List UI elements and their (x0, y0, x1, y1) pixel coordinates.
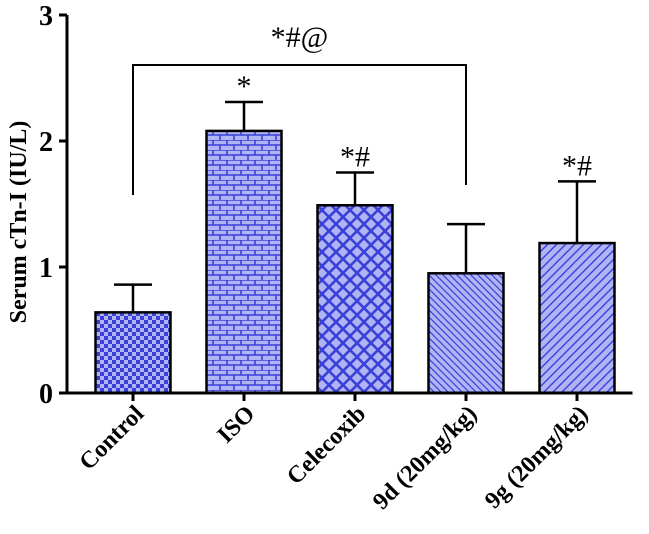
y-tick-label-1: 1 (39, 253, 53, 284)
significance-label-9g-20mg-kg: *# (562, 149, 592, 182)
bar-iso (205, 129, 283, 395)
significance-label-iso: * (237, 70, 252, 103)
x-tick-label-9d-20mg-kg: 9d (20mg/kg) (368, 401, 482, 515)
bar-9g-20mg-kg (538, 241, 616, 395)
bar-celecoxib (316, 204, 394, 395)
x-tick-label-iso: ISO (213, 401, 261, 449)
bar-9d-20mg-kg (427, 272, 505, 395)
y-tick-label-0: 0 (39, 379, 53, 410)
bracket-label: *#@ (271, 21, 329, 54)
bar-series: * *# *# (94, 70, 616, 395)
y-axis-title: Serum cTn-I (IU/L) (6, 121, 32, 324)
y-tick-label-2: 2 (39, 127, 53, 158)
y-axis: 0 1 2 3 (39, 1, 69, 410)
significance-bracket: *#@ (132, 21, 467, 195)
x-tick-label-control: Control (75, 401, 150, 476)
x-tick-label-9g-20mg-kg: 9g (20mg/kg) (480, 401, 593, 514)
significance-label-celecoxib: *# (340, 141, 370, 174)
bar-control (94, 311, 172, 395)
bracket-line (132, 64, 467, 195)
x-tick-label-celecoxib: Celecoxib (282, 401, 371, 490)
y-tick-label-3: 3 (39, 1, 53, 32)
